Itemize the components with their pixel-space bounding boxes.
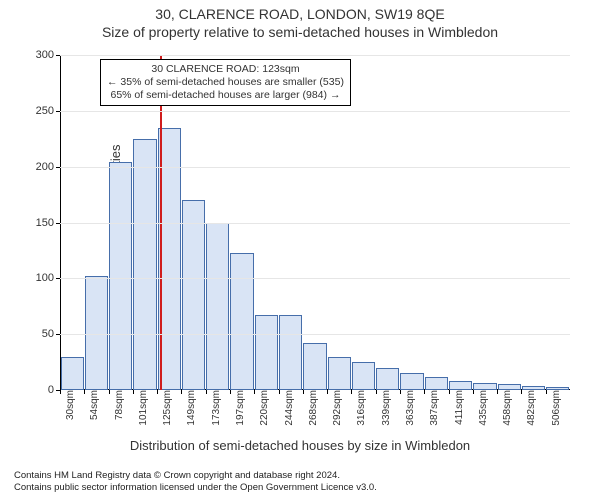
xtick-label: 411sqm [452, 390, 465, 425]
ytick-label: 150 [36, 217, 60, 229]
gridline [60, 167, 570, 168]
xtick-label: 506sqm [549, 390, 562, 426]
xtick-label: 316sqm [354, 390, 367, 426]
xtick-mark [303, 390, 304, 394]
x-axis-label: Distribution of semi-detached houses by … [0, 438, 600, 453]
xtick-mark [230, 390, 231, 394]
title-description: Size of property relative to semi-detach… [0, 22, 600, 40]
xtick-mark [351, 390, 352, 394]
histogram-bar [206, 223, 229, 391]
ytick-label: 100 [36, 272, 60, 284]
histogram-bar [85, 276, 108, 390]
xtick-mark [497, 390, 498, 394]
histogram-bar [133, 139, 156, 390]
xtick-label: 220sqm [257, 390, 270, 426]
histogram-bar [328, 357, 351, 391]
gridline [60, 55, 570, 56]
histogram-bar [376, 368, 399, 390]
xtick-mark [521, 390, 522, 394]
gridline [60, 334, 570, 335]
ytick-label: 250 [36, 105, 60, 117]
ytick-label: 0 [48, 384, 60, 396]
footnote: Contains HM Land Registry data © Crown c… [14, 470, 377, 494]
histogram-bar [255, 315, 278, 390]
xtick-label: 363sqm [403, 390, 416, 426]
xtick-mark [279, 390, 280, 394]
histogram-bar [303, 343, 326, 390]
annotation-line3: 65% of semi-detached houses are larger (… [107, 89, 344, 102]
annotation-line2: ← 35% of semi-detached houses are smalle… [107, 76, 344, 89]
xtick-label: 244sqm [282, 390, 295, 426]
xtick-mark [546, 390, 547, 394]
plot-area: 30 CLARENCE ROAD: 123sqm ← 35% of semi-d… [60, 55, 570, 390]
gridline [60, 223, 570, 224]
xtick-mark [84, 390, 85, 394]
xtick-mark [133, 390, 134, 394]
xtick-label: 30sqm [63, 390, 76, 420]
xtick-mark [60, 390, 61, 394]
xtick-label: 339sqm [379, 390, 392, 426]
histogram-bar [182, 200, 205, 390]
ytick-label: 50 [42, 328, 60, 340]
title-address: 30, CLARENCE ROAD, LONDON, SW19 8QE [0, 0, 600, 22]
histogram-bar [425, 377, 448, 390]
histogram-bar [61, 357, 84, 391]
xtick-label: 458sqm [500, 390, 513, 426]
xtick-mark [473, 390, 474, 394]
xtick-label: 292sqm [330, 390, 343, 426]
footnote-line2: Contains public sector information licen… [14, 482, 377, 494]
histogram-bar [449, 381, 472, 390]
xtick-label: 268sqm [306, 390, 319, 426]
annotation-box: 30 CLARENCE ROAD: 123sqm ← 35% of semi-d… [100, 59, 351, 106]
xtick-mark [181, 390, 182, 394]
xtick-label: 435sqm [476, 390, 489, 426]
xtick-label: 101sqm [136, 390, 149, 426]
chart-container: 30, CLARENCE ROAD, LONDON, SW19 8QE Size… [0, 0, 600, 500]
footnote-line1: Contains HM Land Registry data © Crown c… [14, 470, 377, 482]
gridline [60, 278, 570, 279]
xtick-mark [206, 390, 207, 394]
histogram-bar [279, 315, 302, 390]
xtick-label: 173sqm [209, 390, 222, 426]
xtick-mark [157, 390, 158, 394]
xtick-mark [449, 390, 450, 394]
histogram-bar [230, 253, 253, 390]
xtick-mark [376, 390, 377, 394]
xtick-label: 149sqm [184, 390, 197, 426]
xtick-mark [327, 390, 328, 394]
xtick-mark [109, 390, 110, 394]
histogram-bar [109, 162, 132, 390]
xtick-label: 78sqm [112, 390, 125, 420]
xtick-mark [424, 390, 425, 394]
ytick-label: 300 [36, 49, 60, 61]
xtick-label: 125sqm [160, 390, 173, 426]
xtick-label: 54sqm [87, 390, 100, 420]
annotation-line1: 30 CLARENCE ROAD: 123sqm [107, 63, 344, 76]
histogram-bar [473, 383, 496, 390]
histogram-bar [400, 373, 423, 390]
xtick-mark [254, 390, 255, 394]
gridline [60, 111, 570, 112]
ytick-label: 200 [36, 161, 60, 173]
xtick-mark [400, 390, 401, 394]
histogram-bar [352, 362, 375, 390]
xtick-label: 482sqm [524, 390, 537, 426]
xtick-label: 197sqm [233, 390, 246, 426]
xtick-label: 387sqm [427, 390, 440, 426]
